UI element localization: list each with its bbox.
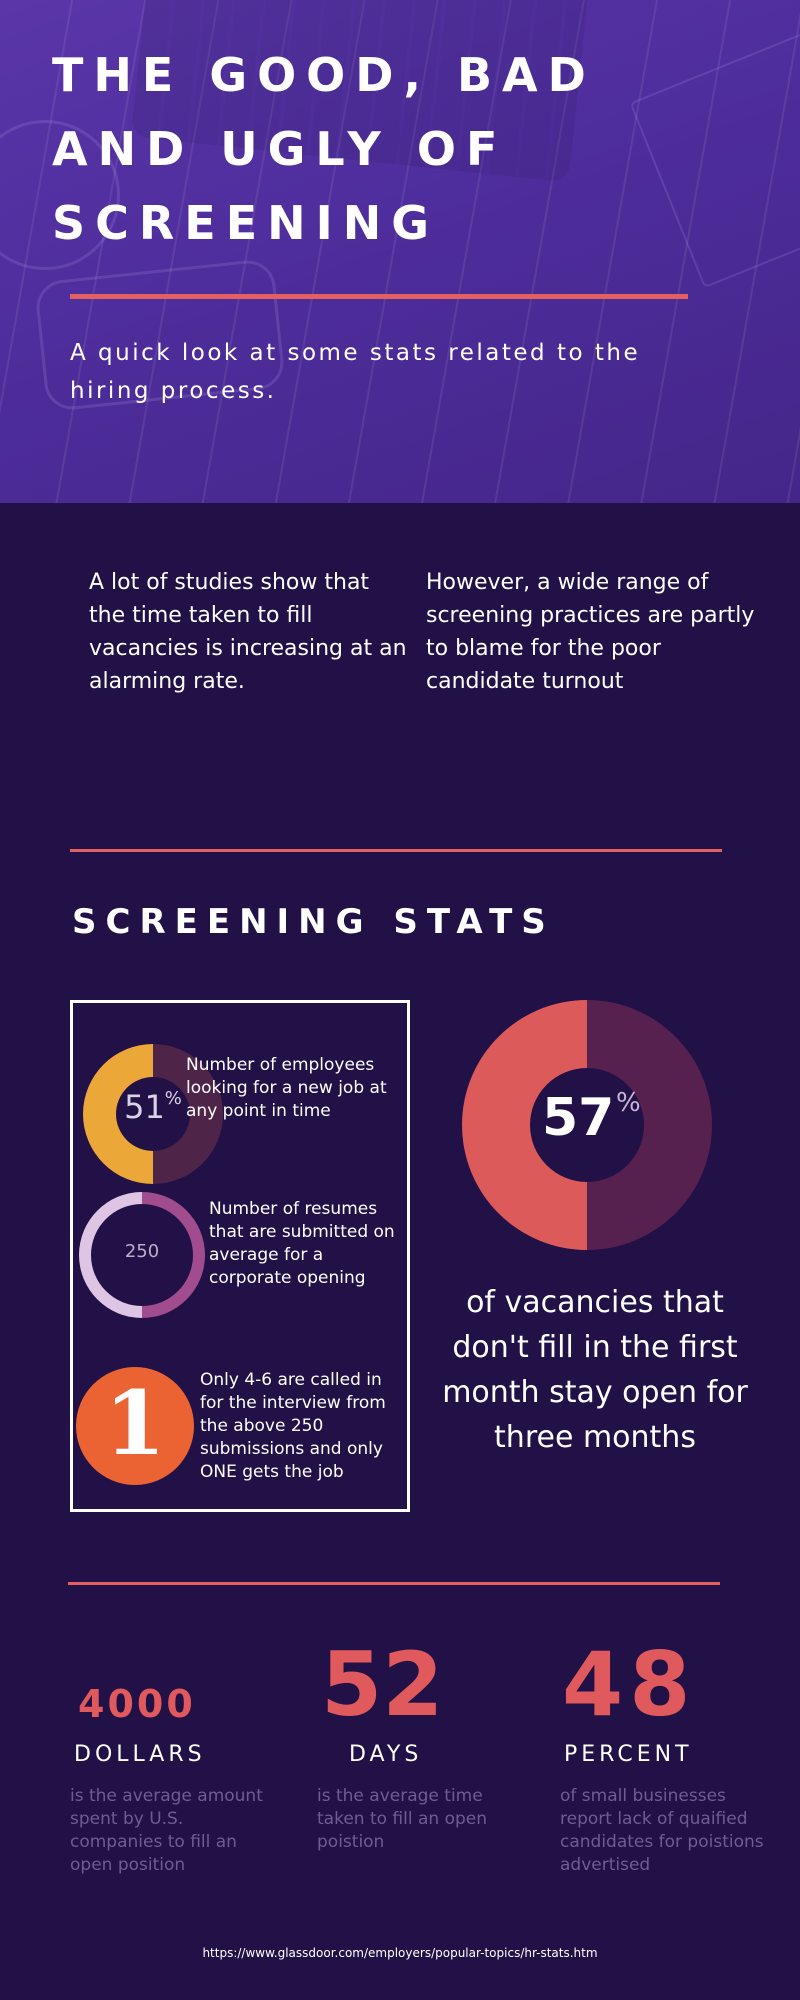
employees-value: 51% xyxy=(124,1088,182,1126)
cost-description: is the average amount spent by U.S. comp… xyxy=(70,1786,263,1875)
one-hire-stat-text: Only 4-6 are called in for the interview… xyxy=(200,1370,386,1482)
vacancies-value: 57 xyxy=(542,1088,615,1148)
days-unit: DAYS xyxy=(349,1742,423,1767)
one-hire-badge: 1 xyxy=(76,1367,194,1485)
vacancies-donut: 57 % xyxy=(462,1000,712,1250)
vacancies-unit: % xyxy=(616,1088,641,1118)
employees-donut: 51% xyxy=(83,1044,223,1184)
intro-right-text: However, a wide range of screening pract… xyxy=(426,570,755,694)
resumes-stat-text: Number of resumes that are submitted on … xyxy=(209,1199,395,1288)
days-stat: 52 DAYS is the average time taken to fil… xyxy=(317,1633,537,1853)
page-title: THE GOOD, BAD AND UGLY OF SCREENING xyxy=(52,48,596,250)
section-divider-bottom xyxy=(68,1582,720,1585)
cost-stat: 4000 DOLLARS is the average amount spent… xyxy=(70,1640,290,1875)
percent-value: 48 xyxy=(562,1633,697,1736)
section-title: SCREENING STATS xyxy=(72,902,555,942)
cost-unit: DOLLARS xyxy=(74,1742,206,1767)
source-link[interactable]: https://www.glassdoor.com/employers/popu… xyxy=(202,1946,598,1960)
resumes-value: 250 xyxy=(124,1241,160,1262)
resumes-donut: 250 xyxy=(79,1192,205,1318)
cost-value: 4000 xyxy=(78,1682,196,1726)
one-hire-value: 1 xyxy=(104,1371,166,1475)
vacancies-caption: of vacancies that don't fill in the firs… xyxy=(442,1285,748,1455)
percent-description: of small businesses report lack of quaif… xyxy=(560,1786,764,1875)
stats-panel xyxy=(70,1000,410,1512)
wood-texture xyxy=(0,0,800,503)
percent-stat: 48 PERCENT of small businesses report la… xyxy=(560,1633,780,1876)
title-divider xyxy=(70,294,688,299)
intro-left-text: A lot of studies show that the time take… xyxy=(89,570,407,694)
page-subtitle: A quick look at some stats related to th… xyxy=(70,340,641,404)
section-divider xyxy=(70,849,722,852)
employees-stat-text: Number of employees looking for a new jo… xyxy=(186,1055,387,1121)
days-description: is the average time taken to fill an ope… xyxy=(317,1786,488,1852)
hero-banner: THE GOOD, BAD AND UGLY OF SCREENING A qu… xyxy=(0,0,800,503)
percent-unit: PERCENT xyxy=(564,1742,693,1767)
days-value: 52 xyxy=(321,1633,444,1736)
